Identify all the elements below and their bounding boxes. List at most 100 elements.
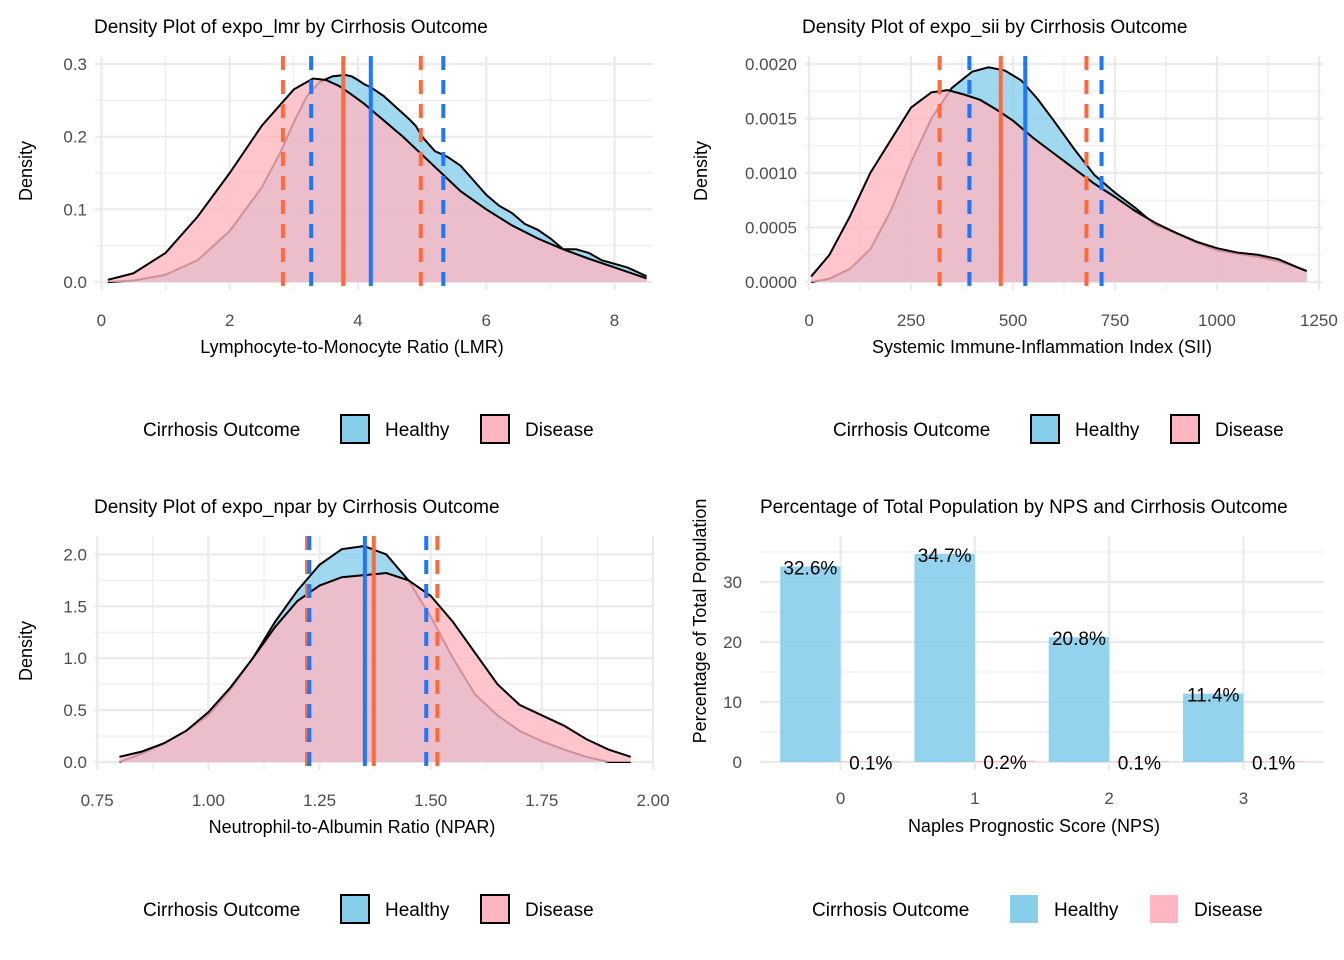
- x-tick-label: 0: [804, 311, 813, 330]
- y-tick-label: 1.0: [63, 649, 87, 668]
- x-tick-label: 8: [610, 311, 619, 330]
- y-tick-label: 0.0: [63, 753, 87, 772]
- x-tick-label: 3: [1239, 789, 1248, 808]
- bar-label-healthy: 20.8%: [1052, 629, 1106, 650]
- legend-swatch-healthy: [1010, 895, 1038, 923]
- y-tick-label: 1.5: [63, 597, 87, 616]
- y-tick-label: 0.0000: [745, 273, 797, 292]
- x-tick-label: 1.25: [303, 791, 336, 810]
- y-axis-label: Density: [16, 621, 36, 681]
- bar-label-disease: 0.1%: [1118, 753, 1161, 774]
- x-axis-label: Neutrophil-to-Albumin Ratio (NPAR): [209, 817, 496, 837]
- bar-healthy: [914, 553, 975, 762]
- bar-disease: [1109, 761, 1170, 762]
- x-tick-label: 6: [482, 311, 491, 330]
- legend-title: Cirrhosis Outcome: [143, 900, 300, 921]
- legend-label-healthy: Healthy: [1054, 900, 1119, 921]
- density-curve-disease: [107, 77, 647, 281]
- x-tick-label: 1.75: [525, 791, 558, 810]
- x-tick-label: 2.00: [636, 791, 669, 810]
- legend-label-healthy: Healthy: [385, 420, 450, 441]
- bar-disease: [1243, 761, 1304, 762]
- y-tick-label: 10: [723, 693, 742, 712]
- y-tick-label: 0.2: [63, 128, 87, 147]
- y-tick-label: 2.0: [63, 545, 87, 564]
- y-tick-label: 0.0020: [745, 55, 797, 74]
- legend: Cirrhosis Outcome Healthy Disease: [833, 414, 1284, 444]
- legend-label-healthy: Healthy: [1075, 420, 1140, 441]
- y-tick-label: 0.0010: [745, 164, 797, 183]
- bar-label-healthy: 32.6%: [783, 558, 837, 579]
- bar-disease: [974, 760, 1036, 762]
- chart-title: Density Plot of expo_sii by Cirrhosis Ou…: [802, 17, 1187, 38]
- x-tick-label: 500: [999, 311, 1027, 330]
- chart-title: Density Plot of expo_npar by Cirrhosis O…: [94, 497, 500, 518]
- legend: Cirrhosis Outcome Healthy Disease: [143, 414, 594, 444]
- x-tick-label: 0.75: [81, 791, 114, 810]
- density-area-disease: [107, 78, 647, 283]
- legend-swatch-disease: [1170, 414, 1200, 444]
- x-tick-label: 1.00: [192, 791, 225, 810]
- density-curve-disease: [810, 89, 1308, 278]
- y-tick-label: 0: [733, 753, 742, 772]
- x-tick-label: 2: [225, 311, 234, 330]
- y-tick-label: 0.3: [63, 55, 87, 74]
- legend-title: Cirrhosis Outcome: [833, 420, 990, 441]
- legend: Cirrhosis Outcome Healthy Disease: [143, 894, 594, 924]
- legend-swatch-disease: [480, 414, 510, 444]
- legend-swatch-healthy: [340, 414, 370, 444]
- x-tick-label: 2: [1104, 789, 1113, 808]
- x-tick-label: 1: [970, 789, 979, 808]
- x-axis-label: Lymphocyte-to-Monocyte Ratio (LMR): [200, 337, 503, 357]
- x-tick-label: 0: [836, 789, 845, 808]
- x-tick-label: 1000: [1198, 311, 1236, 330]
- panel-npar: 0.75 1.00 1.25 1.50 1.75 2.00 0.0 0.5 1.0 1.5 2.0 N…: [16, 497, 670, 924]
- y-axis-label: Density: [691, 141, 711, 201]
- y-tick-label: 0.1: [63, 200, 87, 219]
- y-tick-label: 0.5: [63, 701, 87, 720]
- bar-healthy: [1048, 637, 1110, 762]
- bar-disease: [840, 761, 901, 762]
- bar-label-healthy: 11.4%: [1187, 686, 1240, 707]
- legend-label-disease: Disease: [1215, 420, 1284, 441]
- bar-label-disease: 0.1%: [849, 753, 892, 774]
- legend-label-disease: Disease: [525, 900, 594, 921]
- bar-healthy: [780, 566, 841, 762]
- chart-title: Percentage of Total Population by NPS an…: [760, 497, 1288, 518]
- legend-swatch-healthy: [1030, 414, 1060, 444]
- legend-label-disease: Disease: [1194, 900, 1263, 921]
- x-tick-label: 4: [353, 311, 362, 330]
- y-tick-label: 20: [723, 633, 742, 652]
- x-axis-label: Naples Prognostic Score (NPS): [908, 816, 1160, 836]
- panel-sii: 0 250 500 750 1000 1250 0.0000 0.0005 0.0010 0.00…: [691, 17, 1338, 444]
- chart-title: Density Plot of expo_lmr by Cirrhosis Ou…: [94, 17, 488, 38]
- legend: Cirrhosis Outcome Healthy Disease: [812, 895, 1263, 923]
- x-tick-label: 0: [97, 311, 106, 330]
- x-tick-label: 250: [897, 311, 925, 330]
- y-axis-label: Density: [16, 141, 36, 201]
- legend-title: Cirrhosis Outcome: [812, 900, 969, 921]
- panel-nps: 32.6%34.7%20.8%11.4%0.1% 0.2% 0.1% 0.1%0 1 2 3…: [690, 497, 1324, 923]
- legend-title: Cirrhosis Outcome: [143, 420, 300, 441]
- x-tick-label: 1250: [1300, 311, 1338, 330]
- legend-swatch-disease: [480, 894, 510, 924]
- bar-label-healthy: 34.7%: [918, 546, 972, 567]
- bar-label-disease: 0.2%: [983, 753, 1026, 774]
- legend-swatch-disease: [1150, 895, 1178, 923]
- y-tick-label: 0.0: [63, 273, 87, 292]
- bar-label-disease: 0.1%: [1252, 753, 1295, 774]
- y-tick-label: 30: [723, 573, 742, 592]
- x-tick-label: 1.50: [414, 791, 447, 810]
- legend-swatch-healthy: [340, 894, 370, 924]
- y-tick-label: 0.0015: [745, 110, 797, 129]
- y-tick-label: 0.0005: [745, 219, 797, 238]
- legend-label-disease: Disease: [525, 420, 594, 441]
- density-area-disease: [811, 90, 1307, 282]
- bar-healthy: [1183, 693, 1244, 762]
- y-axis-label: Percentage of Total Population: [690, 499, 710, 744]
- x-tick-label: 750: [1101, 311, 1129, 330]
- panel-lmr: 0 2 4 6 8 0.0 0.1 0.2 0.3 Lymphocyte-to-Monocyte …: [16, 17, 653, 444]
- x-axis-label: Systemic Immune-Inflammation Index (SII): [872, 337, 1212, 357]
- legend-label-healthy: Healthy: [385, 900, 450, 921]
